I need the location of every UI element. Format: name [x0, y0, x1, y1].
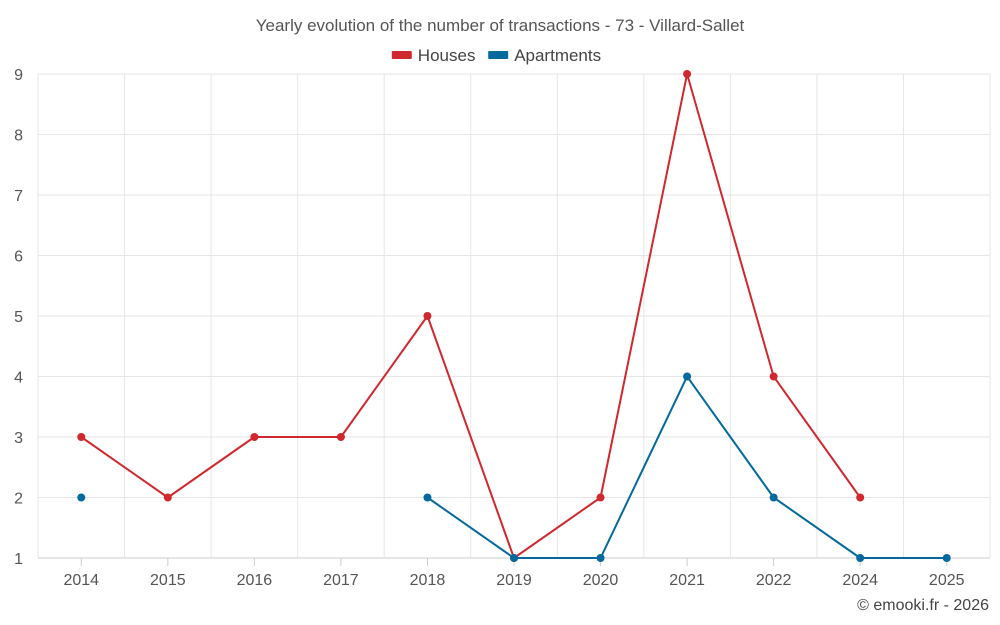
x-tick-label: 2014 — [63, 572, 99, 589]
y-tick-label: 1 — [14, 551, 23, 568]
x-tick-label: 2021 — [669, 572, 705, 589]
legend: Houses Apartments — [391, 46, 601, 65]
legend-label-houses: Houses — [418, 46, 476, 65]
data-point-apartments[interactable] — [510, 554, 518, 562]
series-line-apartments — [426, 375, 947, 559]
data-point-apartments[interactable] — [856, 554, 865, 562]
data-point-apartments[interactable] — [942, 554, 951, 562]
x-tick-label: 2025 — [929, 572, 965, 589]
y-axis: 1 2 3 4 5 6 7 8 9 — [14, 67, 23, 568]
data-point-apartments[interactable] — [769, 493, 778, 502]
data-point-houses[interactable] — [856, 493, 865, 502]
legend-item-houses[interactable]: Houses — [391, 46, 476, 65]
y-tick-label: 8 — [14, 128, 23, 145]
y-tick-label: 5 — [14, 309, 23, 326]
x-tick-label: 2018 — [410, 572, 446, 589]
y-tick-label: 3 — [14, 430, 23, 447]
x-tick-label: 2019 — [496, 572, 532, 589]
x-tick-label: 2017 — [323, 572, 359, 589]
y-tick-label: 6 — [14, 249, 23, 266]
x-tick-label: 2022 — [756, 572, 792, 589]
legend-label-apartments: Apartments — [514, 46, 601, 65]
data-point-houses[interactable] — [77, 433, 86, 441]
legend-swatch-apartments — [488, 51, 509, 59]
grid — [37, 73, 991, 559]
series-line-houses — [80, 73, 861, 559]
data-point-apartments[interactable] — [77, 493, 86, 502]
data-point-houses[interactable] — [163, 493, 172, 502]
data-point-apartments[interactable] — [596, 554, 605, 562]
series-apartments — [77, 372, 951, 562]
x-tick-label: 2020 — [583, 572, 619, 589]
y-tick-label: 4 — [14, 370, 23, 387]
y-tick-label: 2 — [14, 491, 23, 508]
data-point-houses[interactable] — [423, 312, 432, 320]
data-point-houses[interactable] — [596, 493, 605, 502]
series-houses — [77, 70, 865, 562]
x-tick-label: 2015 — [150, 572, 186, 589]
legend-swatch-houses — [391, 51, 412, 59]
x-tick-label: 2024 — [842, 572, 878, 589]
data-point-apartments[interactable] — [423, 493, 432, 502]
series-layer — [77, 70, 951, 562]
data-point-apartments[interactable] — [683, 372, 692, 381]
x-tick-label: 2016 — [237, 572, 273, 589]
data-point-houses[interactable] — [769, 372, 778, 381]
chart-title: Yearly evolution of the number of transa… — [256, 16, 745, 35]
data-point-houses[interactable] — [683, 70, 692, 78]
y-tick-label: 7 — [14, 188, 23, 205]
credit-text: © emooki.fr - 2026 — [857, 597, 989, 614]
data-point-houses[interactable] — [250, 433, 259, 441]
x-axis: 2014 2015 2016 2017 2018 2019 2020 2021 2022 2024… — [63, 558, 965, 589]
y-tick-label: 9 — [14, 67, 23, 84]
legend-item-apartments[interactable]: Apartments — [488, 46, 601, 65]
data-point-houses[interactable] — [336, 433, 345, 441]
